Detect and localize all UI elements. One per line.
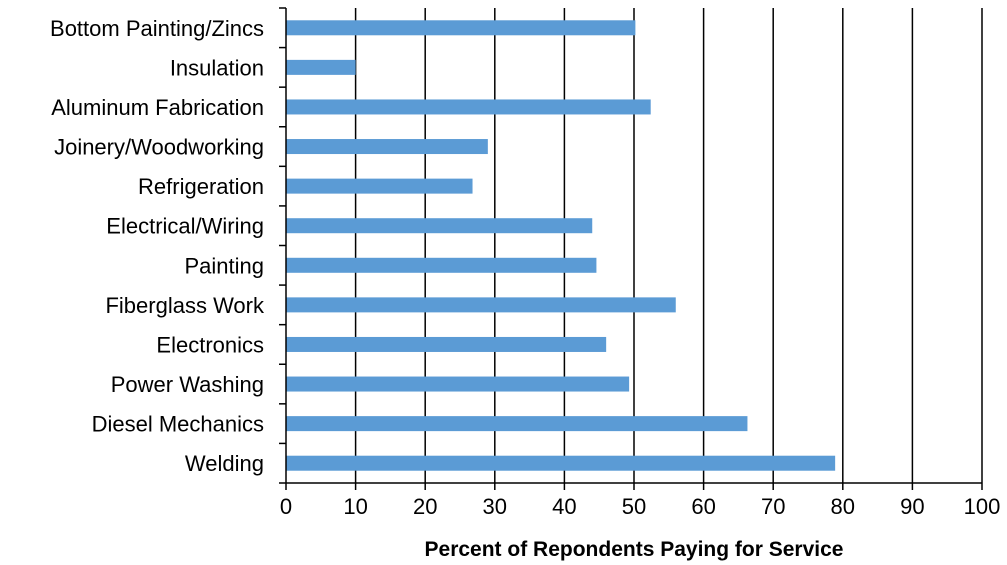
bar-insulation [286, 59, 356, 75]
x-tick-label-50: 50 [622, 494, 646, 519]
bar-fiberglass-work [286, 297, 676, 313]
category-label: Refrigeration [138, 174, 264, 199]
category-labels: Bottom Painting/Zincs Insulation Aluminum … [50, 16, 265, 476]
x-axis-title: Percent of Repondents Paying for Service [425, 538, 844, 561]
category-label: Electrical/Wiring [106, 214, 264, 239]
category-label: Electronics [156, 332, 264, 357]
x-tick-label-0: 0 [280, 494, 292, 519]
bar-diesel-mechanics [286, 416, 748, 432]
bar-refrigeration [286, 178, 473, 194]
axes [279, 7, 983, 490]
bar-electrical-wiring [286, 218, 593, 234]
category-label: Fiberglass Work [105, 293, 265, 318]
x-tick-label-100: 100 [964, 494, 1001, 519]
category-label: Aluminum Fabrication [51, 95, 264, 120]
category-label: Painting [184, 253, 264, 278]
gridlines [354, 8, 983, 483]
category-label: Welding [185, 451, 264, 476]
x-tick-label-80: 80 [831, 494, 855, 519]
bars [286, 20, 836, 471]
bar-joinery-woodworking [286, 139, 488, 155]
x-tick-label-20: 20 [413, 494, 437, 519]
bar-painting [286, 257, 597, 273]
x-tick-label-90: 90 [900, 494, 924, 519]
x-tick-label-70: 70 [761, 494, 785, 519]
bar-electronics [286, 336, 607, 352]
x-tick-label-30: 30 [483, 494, 507, 519]
bar-aluminum-fabrication [286, 99, 651, 115]
x-tick-labels: 0 10 20 30 40 50 60 70 80 90 100 [280, 494, 1000, 519]
bar-power-washing [286, 376, 630, 392]
category-label: Power Washing [111, 372, 264, 397]
category-label: Bottom Painting/Zincs [50, 16, 264, 41]
x-tick-label-10: 10 [343, 494, 367, 519]
bar-bottom-painting-zincs [286, 20, 636, 36]
x-tick-label-40: 40 [552, 494, 576, 519]
x-tick-label-60: 60 [691, 494, 715, 519]
category-label: Diesel Mechanics [92, 412, 264, 437]
category-label: Joinery/Woodworking [54, 135, 264, 160]
category-label: Insulation [170, 55, 264, 80]
bar-welding [286, 455, 836, 471]
